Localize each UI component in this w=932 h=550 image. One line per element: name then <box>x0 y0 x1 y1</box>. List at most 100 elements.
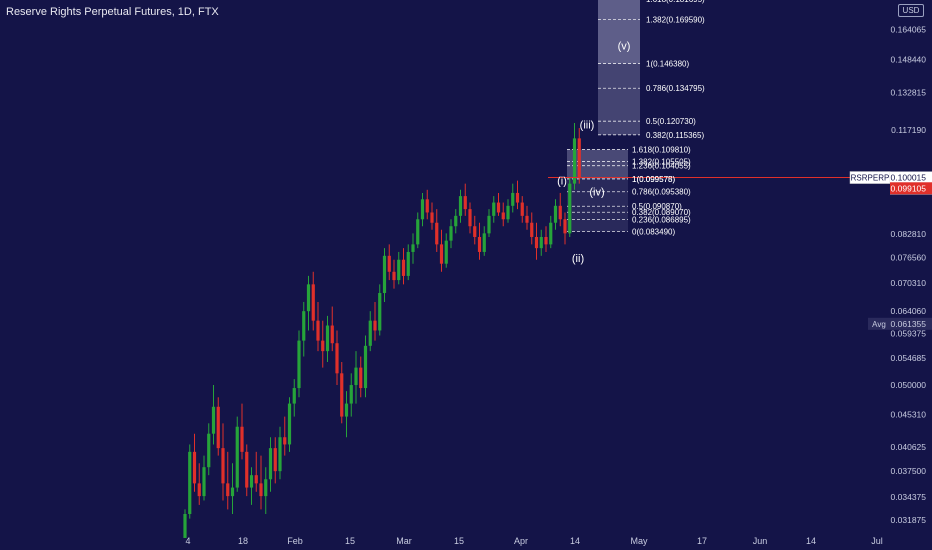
candle-body <box>392 271 396 281</box>
y-tick-label: 0.034375 <box>891 492 927 502</box>
x-tick-label: 14 <box>570 536 580 546</box>
wave-label: (ii) <box>572 253 584 265</box>
candle-body <box>354 367 358 386</box>
y-tick-label: 0.064060 <box>891 306 927 316</box>
candle-body <box>268 448 273 480</box>
candle-body <box>226 483 230 497</box>
candle-body <box>515 192 520 203</box>
candle-body <box>449 226 453 241</box>
candle-body <box>321 340 325 352</box>
prev-price-text: 0.099105 <box>891 183 927 193</box>
candle-body <box>278 437 282 472</box>
candle-body <box>473 226 477 237</box>
fib-ext-large-zone <box>598 0 640 135</box>
y-tick-label: 0.054685 <box>891 353 927 363</box>
candle-body <box>563 219 567 234</box>
fib-retracement-label: 0.5(0.090870) <box>632 202 682 211</box>
candle-body <box>264 479 268 497</box>
candle-body <box>254 475 258 484</box>
candle-body <box>373 320 377 331</box>
candle-body <box>454 215 458 227</box>
candle-body <box>297 340 301 389</box>
candle-body <box>411 244 415 252</box>
wave-label: (iii) <box>580 119 595 131</box>
fib-ext-large-label: 0.5(0.120730) <box>646 117 696 126</box>
fib-ext-large-label: 0.786(0.134795) <box>646 84 705 93</box>
fib-ext-large-label: 1.618(0.181695) <box>646 0 705 4</box>
candle-body <box>325 325 330 352</box>
x-tick-label: 15 <box>345 536 355 546</box>
candle-body <box>534 236 539 249</box>
fib-ext-large-label: 1(0.146380) <box>646 60 689 69</box>
candle-body <box>525 215 529 223</box>
avg-label: Avg <box>872 320 886 329</box>
x-tick-label: 18 <box>238 536 248 546</box>
candle-body <box>207 433 211 468</box>
candle-body <box>359 367 363 389</box>
fib-ext-small-label: 1.236(0.104055) <box>632 162 691 171</box>
candle-body <box>302 311 306 341</box>
wave-label: (i) <box>557 176 567 188</box>
avg-value-badge <box>890 317 932 330</box>
y-tick-label: 0.082810 <box>891 229 927 239</box>
fib-retracement-label: 0.786(0.095380) <box>632 188 691 197</box>
y-tick-label: 0.076560 <box>891 253 927 263</box>
candle-body <box>183 513 187 538</box>
candle-body <box>221 448 225 484</box>
y-tick-label: 0.132815 <box>891 88 927 98</box>
x-tick-label: 17 <box>697 536 707 546</box>
candle-body <box>245 451 249 488</box>
y-tick-label: 0.045310 <box>891 410 927 420</box>
candle-body <box>435 222 439 245</box>
x-tick-label: Jun <box>753 536 768 546</box>
fib-retracement-label: 1(0.099575) <box>632 175 675 184</box>
fib-retracement-label: 0.236(0.086895) <box>632 216 691 225</box>
avg-tag <box>868 317 890 330</box>
candle-body <box>192 451 197 484</box>
x-tick-label: Jul <box>871 536 883 546</box>
candle-body <box>306 284 311 312</box>
fib-ext-large-label: 0.382(0.115365) <box>646 131 704 140</box>
y-tick-label: 0.031875 <box>891 515 927 525</box>
candle-body <box>397 259 401 281</box>
currency-badge[interactable]: USD <box>898 4 924 17</box>
candle-body <box>188 451 192 514</box>
last-price-text: 0.100015 <box>891 173 927 183</box>
candle-body <box>235 426 239 488</box>
symbol-badge-text: RSRPERP <box>851 174 890 183</box>
candle-body <box>482 233 486 252</box>
x-tick-label: Feb <box>287 536 303 546</box>
avg-value-text: 0.061355 <box>891 319 927 329</box>
candle-body <box>530 222 534 237</box>
candle-body <box>444 240 448 264</box>
candle-body <box>249 475 254 488</box>
candle-body <box>492 202 496 216</box>
prev-price-badge <box>890 182 932 195</box>
candle-body <box>520 202 524 216</box>
candle-body <box>425 199 429 213</box>
candle-body <box>577 138 581 178</box>
x-tick-label: Apr <box>514 536 528 546</box>
candle-body <box>292 388 296 404</box>
wave-label: (iv) <box>589 186 604 198</box>
candle-body <box>287 403 292 445</box>
fib-ext-large-shade <box>598 63 640 135</box>
x-tick-label: Mar <box>396 536 412 546</box>
fib-ext-small-label: 1.618(0.109810) <box>632 146 691 155</box>
wave-label: (v) <box>618 40 631 52</box>
candle-body <box>549 222 553 245</box>
candle-body <box>553 205 558 223</box>
candle-body <box>344 403 349 417</box>
candle-body <box>439 244 444 264</box>
y-tick-label: 0.040625 <box>891 442 927 452</box>
fib-ext-small-zone <box>567 149 628 179</box>
candle-body <box>211 406 216 434</box>
candle-body <box>340 373 344 417</box>
candle-body <box>230 487 235 497</box>
candle-body <box>273 448 277 472</box>
candle-body <box>283 437 287 445</box>
y-tick-label: 0.037500 <box>891 466 927 476</box>
candle-body <box>458 196 463 216</box>
candle-body <box>430 212 434 223</box>
